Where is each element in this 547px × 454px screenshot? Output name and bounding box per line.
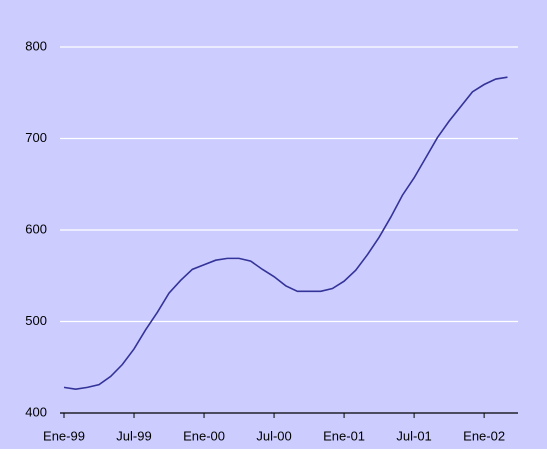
x-tick-label: Ene-00 <box>183 428 225 443</box>
x-tick-label: Jul-99 <box>116 428 151 443</box>
y-tick-label: 600 <box>25 221 47 236</box>
y-tick-label: 800 <box>25 38 47 53</box>
x-tick-label: Jul-00 <box>256 428 291 443</box>
x-tick-label: Ene-99 <box>43 428 85 443</box>
line <box>63 76 508 391</box>
y-tick-label: 700 <box>25 130 47 145</box>
y-tick-label: 500 <box>25 313 47 328</box>
y-tick-label: 400 <box>25 404 47 419</box>
x-tick-label: Ene-02 <box>463 428 505 443</box>
x-tick-label: Jul-01 <box>396 428 431 443</box>
x-tick-label: Ene-01 <box>323 428 365 443</box>
